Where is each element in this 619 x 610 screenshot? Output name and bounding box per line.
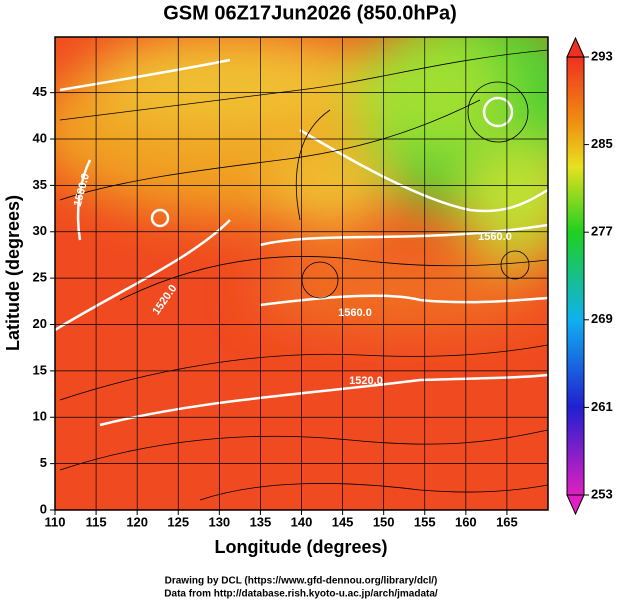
- y-tick-label: 35: [33, 177, 47, 192]
- contour-label: 1520.0: [349, 375, 383, 387]
- x-tick-label: 130: [208, 514, 230, 529]
- y-tick-label: 0: [40, 501, 47, 516]
- y-tick-label: 40: [33, 130, 47, 145]
- x-tick-label: 120: [126, 514, 148, 529]
- colorbar-tick-label: 285: [591, 136, 613, 151]
- colorbar-tick-label: 269: [591, 311, 613, 326]
- x-tick-label: 150: [373, 514, 395, 529]
- x-tick-label: 145: [332, 514, 354, 529]
- x-tick-label: 110: [45, 514, 66, 529]
- contour-label: 1560.0: [478, 231, 512, 243]
- x-tick-label: 125: [167, 514, 189, 529]
- y-axis-label: Latitude (degrees): [3, 195, 23, 351]
- temperature-field: [55, 37, 548, 510]
- y-tick-label: 5: [40, 455, 47, 470]
- y-tick-label: 20: [33, 316, 47, 331]
- y-tick-label: 45: [33, 84, 47, 99]
- x-tick-label: 160: [455, 514, 477, 529]
- colorbar-tick-label: 293: [591, 48, 613, 63]
- chart-title: GSM 06Z17Jun2026 (850.0hPa): [163, 2, 456, 24]
- x-tick-label: 115: [86, 514, 107, 529]
- y-tick-label: 10: [33, 409, 47, 424]
- x-tick-label: 135: [250, 514, 272, 529]
- colorbar-tick-label: 253: [591, 486, 613, 501]
- y-tick-label: 30: [33, 223, 47, 238]
- y-tick-label: 15: [33, 362, 47, 377]
- x-tick-label: 155: [414, 514, 436, 529]
- y-tick-label: 25: [33, 270, 47, 285]
- x-tick-label: 140: [291, 514, 313, 529]
- streamlines: [59, 49, 548, 501]
- x-tick-label: 165: [496, 514, 518, 529]
- contour-label: 1560.0: [338, 307, 372, 319]
- colorbar-tick-label: 277: [591, 224, 613, 239]
- x-axis-label: Longitude (degrees): [214, 537, 387, 557]
- footer-line: Data from http://database.rish.kyoto-u.a…: [164, 589, 438, 600]
- colorbar-tick-label: 261: [591, 399, 613, 414]
- colorbar-min-arrow: [566, 494, 585, 516]
- footer-line: Drawing by DCL (https://www.gfd-dennou.o…: [165, 576, 438, 587]
- colorbar: [566, 56, 585, 496]
- colorbar-max-arrow: [566, 36, 585, 58]
